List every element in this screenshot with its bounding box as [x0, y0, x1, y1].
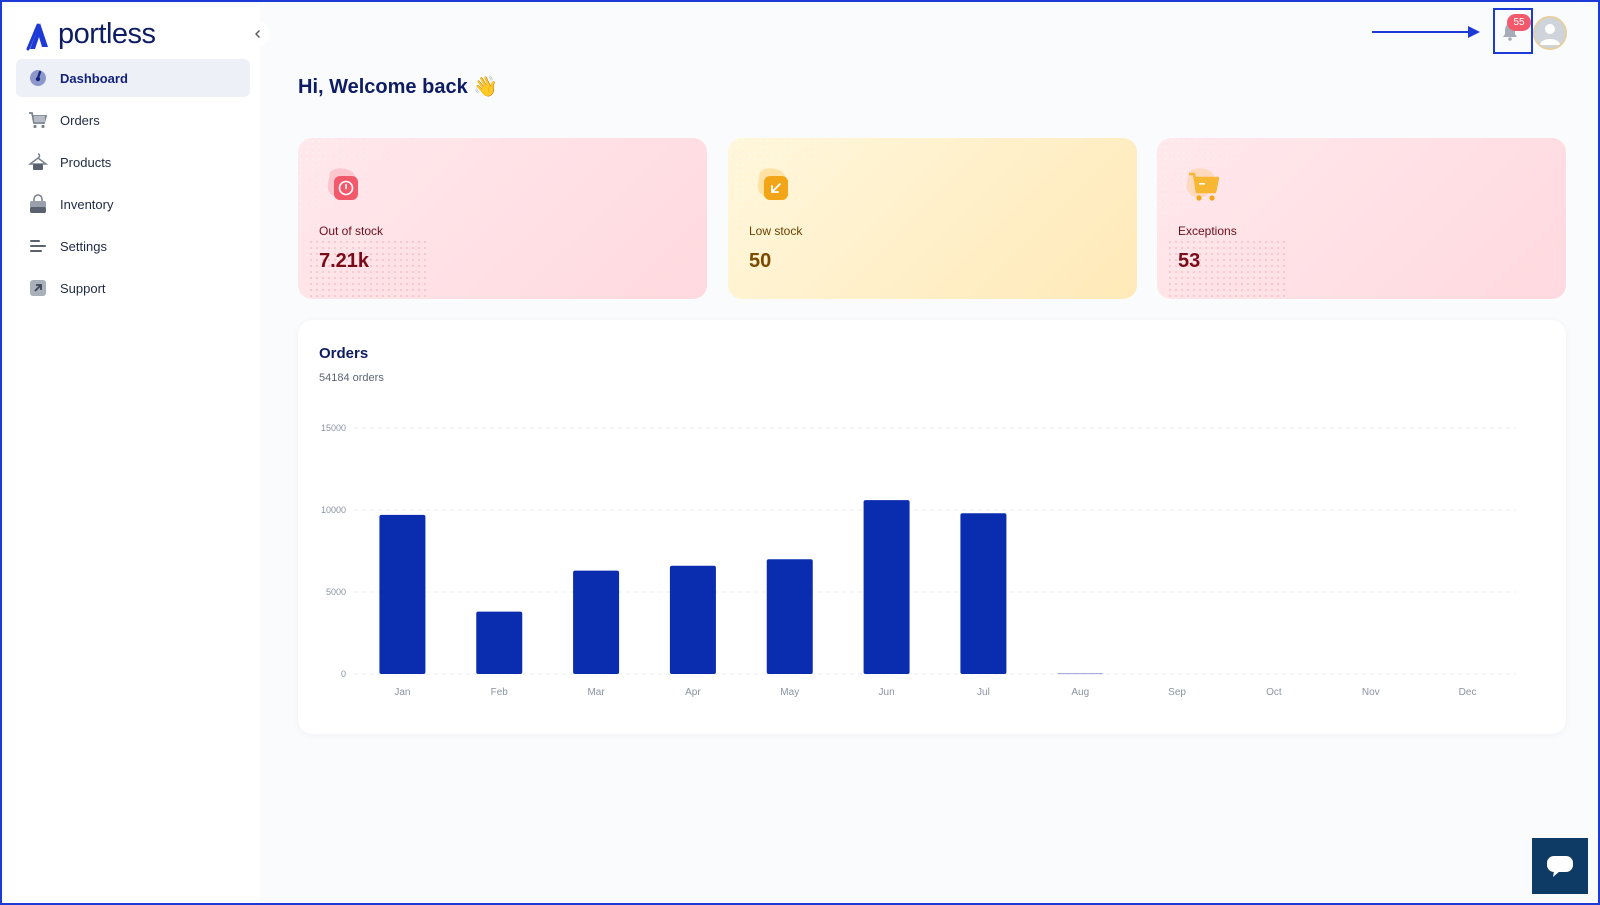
chart-bar-may[interactable]	[766, 559, 813, 674]
y-tick-label: 0	[341, 669, 346, 679]
sidebar-item-label: Products	[60, 154, 112, 170]
arrow-up-right-icon	[28, 278, 48, 298]
brand-name: portless	[58, 18, 156, 50]
orders-bar-chart: 0 5000 10000 15000 Jan Feb Mar Apr May Jun Jul Aug S…	[321, 423, 1516, 698]
stat-label: Exceptions	[1178, 224, 1237, 238]
stat-card-out-of-stock[interactable]: Out of stock 7.21k	[298, 138, 707, 299]
hanger-icon	[28, 152, 48, 172]
y-tick-label: 10000	[321, 505, 346, 515]
cart-icon	[28, 110, 48, 130]
sidebar-item-label: Inventory	[60, 196, 114, 212]
stopwatch-icon	[327, 168, 358, 200]
chevron-left-icon	[255, 30, 260, 38]
sliders-icon	[28, 236, 48, 256]
x-tick-label: Sep	[1168, 687, 1186, 698]
stat-label: Low stock	[749, 224, 803, 238]
x-tick-label: Dec	[1459, 687, 1477, 698]
x-tick-label: Jul	[977, 687, 990, 698]
sidebar-item-label: Support	[60, 280, 106, 296]
x-tick-label: Feb	[491, 687, 509, 698]
chart-bar-jun[interactable]	[863, 500, 910, 674]
stat-label: Out of stock	[319, 224, 384, 238]
sidebar-item-label: Orders	[60, 112, 100, 128]
sidebar-item-products[interactable]: Products	[16, 143, 250, 181]
sidebar: portless Dashboard Orders Products	[4, 4, 260, 903]
bag-icon	[28, 194, 48, 214]
notification-count-badge: 55	[1507, 14, 1531, 31]
panel-title: Orders	[319, 345, 369, 362]
chart-bar-jan[interactable]	[379, 514, 426, 674]
sidebar-item-label: Dashboard	[60, 70, 128, 86]
x-tick-label: May	[780, 687, 799, 698]
brand-logo[interactable]: portless	[26, 18, 156, 51]
x-tick-label: Apr	[685, 687, 701, 698]
stat-value: 53	[1178, 250, 1201, 272]
sidebar-item-dashboard[interactable]: Dashboard	[16, 59, 250, 97]
stat-card-low-stock[interactable]: Low stock 50	[728, 138, 1137, 299]
sidebar-item-label: Settings	[60, 238, 107, 254]
page-greeting: Hi, Welcome back 👋	[298, 76, 499, 98]
orders-chart-panel: 0 5000 10000 15000 Jan Feb Mar Apr May Jun Jul Aug S…	[298, 320, 1566, 734]
user-icon	[1535, 18, 1565, 48]
x-tick-label: Jun	[879, 687, 895, 698]
stat-value: 7.21k	[319, 250, 370, 272]
x-tick-label: Oct	[1266, 687, 1282, 698]
arrow-down-left-icon	[757, 168, 788, 200]
chart-bar-feb[interactable]	[476, 611, 523, 674]
y-tick-label: 5000	[326, 587, 346, 597]
stat-value: 50	[749, 250, 772, 272]
orders-count: 54184 orders	[319, 372, 384, 384]
sidebar-item-settings[interactable]: Settings	[16, 227, 250, 265]
x-tick-label: Nov	[1362, 687, 1380, 698]
x-tick-label: Jan	[394, 687, 410, 698]
collapse-sidebar-button[interactable]	[246, 22, 270, 46]
x-tick-label: Aug	[1071, 687, 1089, 698]
chart-bar-jul[interactable]	[960, 513, 1007, 674]
sidebar-item-orders[interactable]: Orders	[16, 101, 250, 139]
dashboard-gauge-icon	[28, 68, 48, 88]
user-avatar[interactable]	[1533, 16, 1567, 50]
stat-card-exceptions[interactable]: Exceptions 53	[1157, 138, 1566, 299]
y-tick-label: 15000	[321, 423, 346, 433]
chat-bubble-icon	[1547, 856, 1573, 877]
chart-bar-apr[interactable]	[669, 565, 716, 674]
annotation-arrow-icon	[1372, 26, 1480, 38]
notification-highlight-box	[1493, 8, 1533, 54]
chart-bar-aug[interactable]	[1057, 673, 1104, 675]
chart-bar-mar[interactable]	[573, 570, 620, 674]
sidebar-item-inventory[interactable]: Inventory	[16, 185, 250, 223]
sidebar-nav: Dashboard Orders Products Inventory	[16, 59, 250, 311]
shopping-cart-icon	[1186, 168, 1220, 201]
x-tick-label: Mar	[587, 687, 605, 698]
portless-logo-icon	[26, 22, 48, 50]
chat-support-button[interactable]	[1532, 838, 1588, 894]
sidebar-item-support[interactable]: Support	[16, 269, 250, 307]
